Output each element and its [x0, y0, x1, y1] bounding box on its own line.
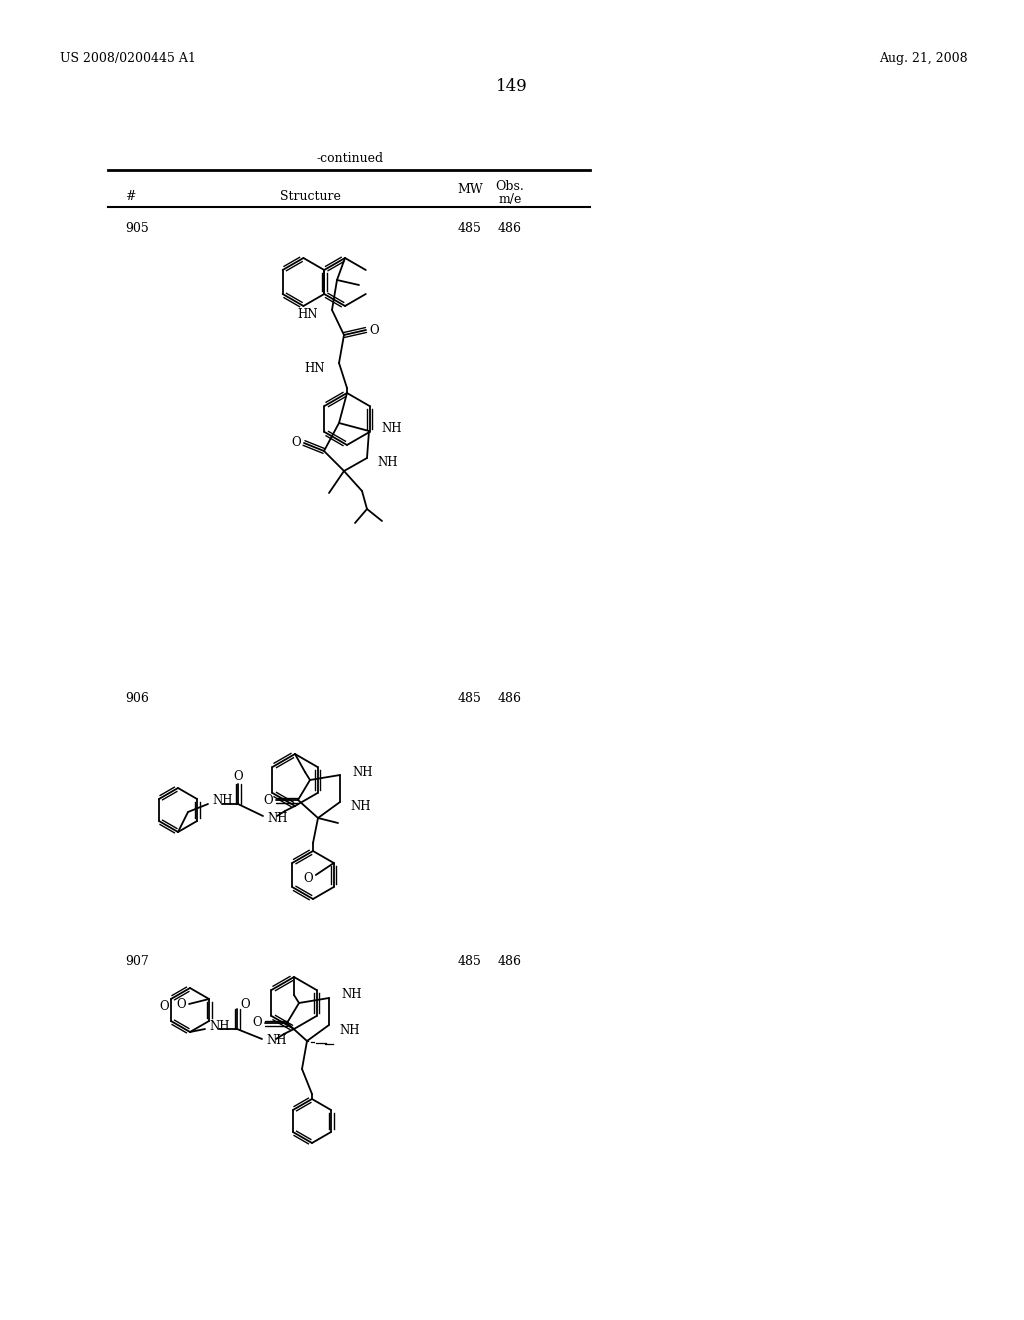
Text: O: O [160, 1001, 169, 1014]
Text: HN: HN [304, 362, 325, 375]
Text: 486: 486 [498, 954, 522, 968]
Text: MW: MW [457, 183, 483, 195]
Text: O: O [303, 873, 312, 886]
Text: -continued: -continued [316, 152, 384, 165]
Text: NH: NH [341, 989, 361, 1002]
Text: NH: NH [377, 457, 397, 470]
Text: Structure: Structure [280, 190, 340, 203]
Text: NH: NH [266, 1035, 287, 1048]
Text: 907: 907 [125, 954, 148, 968]
Text: 485: 485 [458, 222, 482, 235]
Text: O: O [252, 1016, 262, 1030]
Text: 485: 485 [458, 954, 482, 968]
Text: Aug. 21, 2008: Aug. 21, 2008 [880, 51, 968, 65]
Text: 485: 485 [458, 692, 482, 705]
Text: NH: NH [381, 422, 401, 436]
Text: NH: NH [352, 766, 373, 779]
Text: NH: NH [212, 795, 232, 808]
Text: 486: 486 [498, 692, 522, 705]
Text: 149: 149 [496, 78, 528, 95]
Text: NH: NH [339, 1023, 359, 1036]
Text: #: # [125, 190, 135, 203]
Text: O: O [176, 998, 186, 1011]
Text: HN: HN [298, 308, 318, 321]
Text: m/e: m/e [499, 193, 521, 206]
Text: NH: NH [209, 1020, 229, 1034]
Text: NH: NH [267, 812, 288, 825]
Text: US 2008/0200445 A1: US 2008/0200445 A1 [60, 51, 196, 65]
Text: O: O [370, 323, 379, 337]
Text: O: O [263, 793, 272, 807]
Text: NH: NH [350, 800, 371, 813]
Text: 905: 905 [125, 222, 148, 235]
Text: Obs.: Obs. [496, 180, 524, 193]
Text: O: O [241, 998, 250, 1011]
Text: 906: 906 [125, 692, 148, 705]
Text: O: O [233, 770, 243, 783]
Text: 486: 486 [498, 222, 522, 235]
Text: O: O [291, 437, 301, 450]
